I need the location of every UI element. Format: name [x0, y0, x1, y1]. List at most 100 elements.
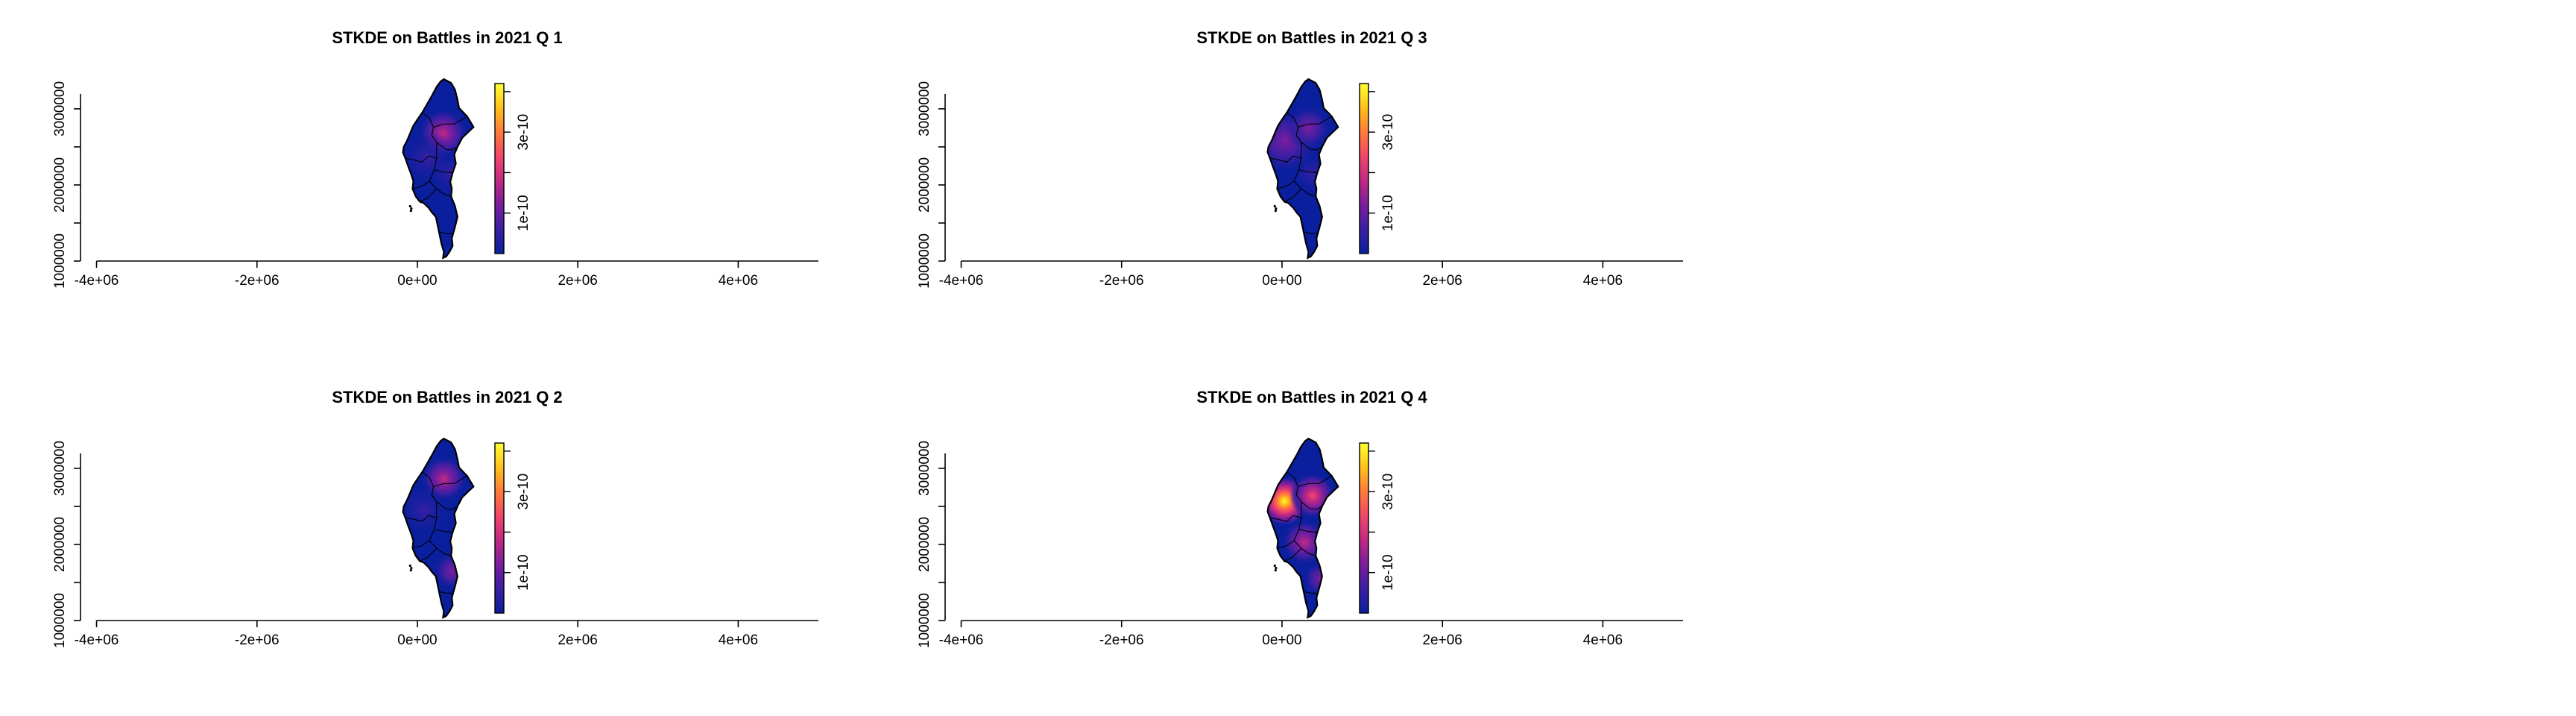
x-tick-label: 2e+06: [558, 273, 597, 289]
x-tick-label: 0e+00: [397, 273, 437, 289]
region-border: [1303, 231, 1318, 234]
x-tick-label: 0e+00: [1262, 632, 1301, 648]
region-border: [1269, 515, 1301, 522]
map-outline: [1266, 437, 1339, 619]
y-tick-label: 3000000: [917, 81, 932, 136]
x-tick-label: 2e+06: [1422, 632, 1462, 648]
colorbar-tick-label: 3e-10: [1380, 474, 1396, 510]
colorbar: [494, 442, 505, 614]
x-tick-label: 4e+06: [1583, 632, 1623, 648]
island-dot: [409, 569, 412, 572]
colorbar: [494, 83, 505, 254]
region-border: [412, 142, 438, 189]
y-tick-label: 1000000: [917, 233, 932, 289]
island-dot: [410, 566, 413, 570]
chart-panel-q2: STKDE on Battles in 2021 Q 2 -4e+06 -2e+06…: [52, 388, 818, 648]
colorbar-tick-label: 1e-10: [1380, 195, 1396, 231]
x-tick-label: 2e+06: [558, 632, 597, 648]
colorbar-tick-label: 1e-10: [1380, 554, 1396, 591]
x-tick-label: 4e+06: [719, 273, 758, 289]
chart-panel-q4: STKDE on Battles in 2021 Q 4 -4e+06 -2e+06…: [917, 388, 1683, 648]
region-border: [1298, 116, 1332, 128]
region-border: [1284, 188, 1302, 202]
colorbar: [1359, 83, 1369, 254]
density-hotspot: [1281, 519, 1328, 565]
region-border: [434, 169, 453, 174]
x-tick-label: 0e+00: [1262, 273, 1301, 289]
y-tick-label: 2000000: [917, 157, 932, 213]
y-tick-label: 2000000: [917, 517, 932, 572]
x-tick-label: 0e+00: [397, 632, 437, 648]
y-tick-label: 3000000: [52, 81, 68, 136]
region-border: [422, 471, 438, 503]
y-tick-label: 1000000: [52, 593, 68, 648]
region-border: [1301, 142, 1323, 151]
chart-title: STKDE on Battles in 2021 Q 1: [332, 28, 562, 47]
region-border: [1293, 180, 1316, 197]
y-tick-label: 1000000: [917, 593, 932, 648]
region-border: [1298, 169, 1318, 174]
region-border: [1277, 142, 1302, 189]
island-dot: [409, 210, 412, 213]
region-border: [438, 591, 453, 594]
x-tick-label: 4e+06: [1583, 273, 1623, 289]
region-border: [434, 529, 453, 533]
region-border: [419, 188, 438, 202]
region-border: [1298, 475, 1332, 487]
region-border: [1269, 155, 1301, 163]
x-tick-label: -4e+06: [75, 632, 119, 648]
region-border: [429, 540, 452, 556]
density-layer: [1267, 472, 1338, 597]
colorbar-tick-label: 3e-10: [516, 114, 531, 151]
y-tick-label: 3000000: [917, 441, 932, 496]
colorbar-tick-label: 3e-10: [1380, 114, 1396, 151]
island-dot: [1274, 210, 1277, 213]
island-dot: [1273, 204, 1276, 208]
chart-panel-q3: STKDE on Battles in 2021 Q 3 -4e+06 -2e+06…: [917, 28, 1683, 289]
island-dot: [1274, 569, 1277, 572]
density-hotspot: [402, 483, 451, 537]
y-tick-label: 2000000: [52, 157, 68, 213]
region-border: [405, 155, 437, 163]
x-tick-label: -4e+06: [939, 273, 984, 289]
colorbar-tick-label: 1e-10: [516, 195, 531, 231]
region-border: [1293, 540, 1316, 556]
island-dot: [410, 207, 413, 210]
island-dot: [1275, 566, 1278, 570]
y-tick-label: 1000000: [52, 233, 68, 289]
island-dot: [1273, 564, 1276, 568]
map-outline: [1266, 78, 1339, 260]
chart-title: STKDE on Battles in 2021 Q 3: [1196, 28, 1427, 47]
region-border: [1298, 529, 1318, 533]
chart-panel-q1: STKDE on Battles in 2021 Q 1 -4e+06 -2e+06…: [52, 28, 818, 289]
map-outline: [402, 437, 475, 619]
colorbar-tick-label: 3e-10: [516, 474, 531, 510]
x-tick-label: -2e+06: [235, 632, 280, 648]
colorbar: [1359, 442, 1369, 614]
y-tick-label: 2000000: [52, 517, 68, 572]
map-outline: [402, 78, 475, 260]
region-border: [412, 501, 438, 549]
region-border: [438, 231, 453, 234]
x-tick-label: -2e+06: [1099, 273, 1144, 289]
x-tick-label: -2e+06: [1099, 632, 1144, 648]
region-border: [1303, 591, 1318, 594]
region-border: [433, 475, 467, 487]
region-border: [429, 180, 452, 197]
region-border: [405, 515, 437, 522]
x-tick-label: -4e+06: [75, 273, 119, 289]
island-dot: [408, 204, 411, 208]
island-dot: [408, 564, 411, 568]
region-border: [1284, 547, 1302, 562]
chart-title: STKDE on Battles in 2021 Q 2: [332, 388, 562, 406]
x-tick-label: 2e+06: [1422, 273, 1462, 289]
region-border: [436, 142, 458, 151]
colorbar-tick-label: 1e-10: [516, 554, 531, 591]
y-tick-label: 3000000: [52, 441, 68, 496]
x-tick-label: -2e+06: [235, 273, 280, 289]
region-border: [1277, 501, 1302, 549]
region-border: [1301, 501, 1323, 510]
x-tick-label: -4e+06: [939, 632, 984, 648]
